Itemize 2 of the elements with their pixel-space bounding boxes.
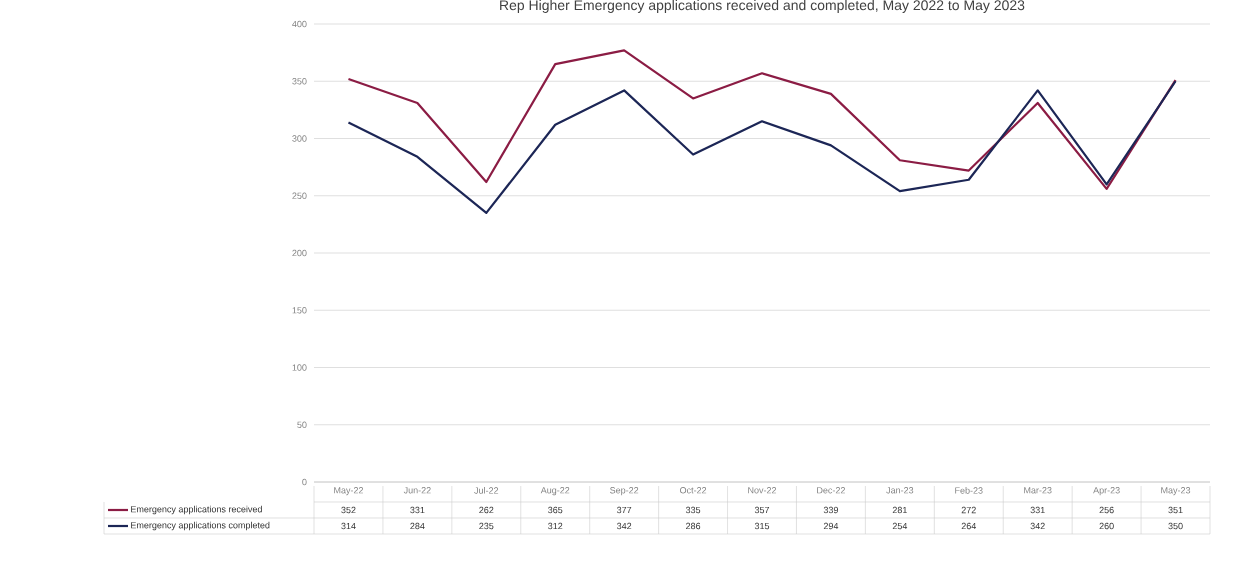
line-series (347, 49, 1177, 190)
line-series (347, 80, 1177, 215)
